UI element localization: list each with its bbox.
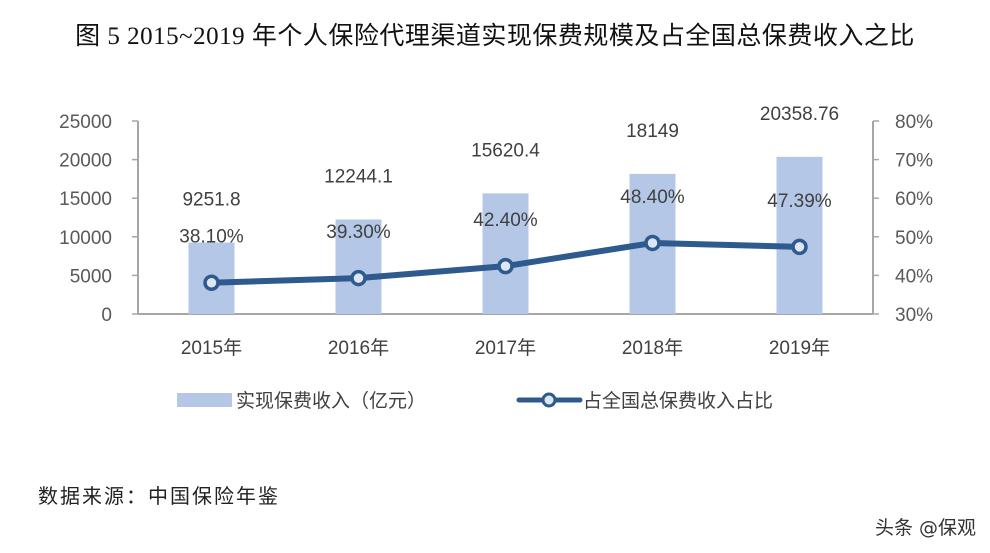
- line-value-label: 42.40%: [473, 210, 538, 231]
- right-axis-tick-label: 80%: [895, 112, 933, 133]
- legend-line-label: 占全国总保费收入占比: [583, 390, 773, 412]
- bar-series: [188, 156, 823, 314]
- line-value-label: 39.30%: [326, 222, 391, 243]
- line-marker: [203, 274, 220, 291]
- bar-value-label: 12244.1: [324, 166, 393, 187]
- legend-line-marker-icon: [541, 392, 557, 408]
- bar: [335, 219, 382, 314]
- watermark: 头条 @保观: [874, 517, 976, 539]
- source-note: 数据来源：中国保险年鉴: [38, 484, 280, 508]
- bar-value-label: 20358.76: [760, 104, 839, 125]
- bar-value-label: 18149: [626, 121, 679, 142]
- line-marker: [644, 234, 661, 252]
- line-value-label: 48.40%: [620, 187, 685, 208]
- line-marker: [791, 238, 808, 256]
- x-axis-category-label: 2018年: [622, 337, 683, 359]
- right-axis-tick-label: 30%: [895, 305, 933, 326]
- right-axis-tick-label: 50%: [895, 228, 933, 249]
- legend-bar-swatch: [177, 393, 232, 407]
- x-axis-category-label: 2017年: [475, 337, 536, 359]
- left-axis-tick-label: 25000: [59, 112, 112, 133]
- chart-title: 图 5 2015~2019 年个人保险代理渠道实现保费规模及占全国总保费收入之比: [75, 23, 915, 50]
- x-axis-category-label: 2015年: [181, 337, 242, 359]
- line-value-label: 38.10%: [179, 227, 244, 248]
- left-axis-tick-label: 15000: [59, 189, 112, 210]
- left-axis-tick-label: 20000: [59, 151, 112, 172]
- legend: 实现保费收入（亿元） 占全国总保费收入占比: [177, 390, 773, 412]
- x-axis-category-label: 2016年: [328, 337, 389, 359]
- x-axis-categories: 2015年 2016年 2017年 2018年 2019年: [181, 337, 830, 359]
- bar-value-label: 9251.8: [182, 190, 240, 211]
- line-data-labels: 38.10% 39.30% 42.40% 48.40% 47.39%: [179, 187, 832, 248]
- right-y-axis: 30% 40% 50% 60% 70% 80%: [872, 112, 933, 326]
- right-axis-tick-label: 70%: [895, 151, 933, 172]
- right-axis-tick-label: 40%: [895, 266, 933, 287]
- left-axis-tick-label: 10000: [59, 228, 112, 249]
- line-marker: [497, 257, 514, 275]
- bar-data-labels: 9251.8 12244.1 15620.4 18149 20358.76: [182, 104, 839, 211]
- x-axis-category-label: 2019年: [769, 337, 830, 359]
- left-axis-tick-label: 5000: [70, 266, 112, 287]
- left-axis-tick-label: 0: [101, 305, 112, 326]
- bar: [482, 193, 529, 314]
- line-marker: [350, 269, 367, 287]
- left-y-axis: 0 5000 10000 15000 20000 25000: [59, 112, 873, 326]
- right-axis-tick-label: 60%: [895, 189, 933, 210]
- bar-value-label: 15620.4: [471, 140, 540, 161]
- line-series: [203, 234, 808, 291]
- bar: [776, 156, 823, 314]
- legend-bar-label: 实现保费收入（亿元）: [236, 390, 426, 412]
- line-value-label: 47.39%: [767, 191, 832, 212]
